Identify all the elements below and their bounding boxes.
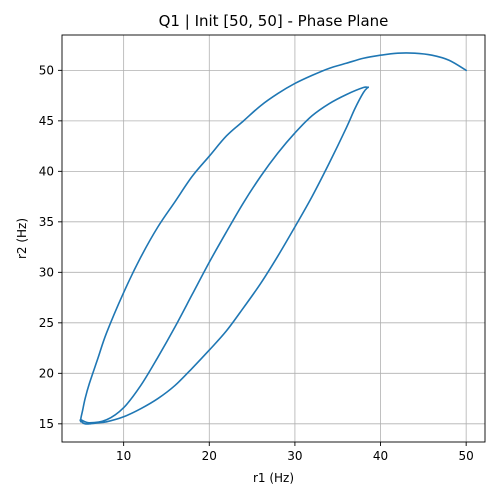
x-tick-label: 10: [116, 449, 131, 463]
chart-title: Q1 | Init [50, 50] - Phase Plane: [159, 12, 389, 30]
x-tick-label: 50: [459, 449, 474, 463]
y-axis-label: r2 (Hz): [15, 218, 29, 259]
y-tick-label: 50: [39, 63, 54, 77]
y-tick-label: 25: [39, 316, 54, 330]
y-tick-label: 35: [39, 215, 54, 229]
x-tick-label: 30: [287, 449, 302, 463]
y-tick-label: 30: [39, 265, 54, 279]
grid-layer: [62, 35, 485, 442]
x-tick-label: 40: [373, 449, 388, 463]
y-tick-label: 40: [39, 164, 54, 178]
ticks-layer: 10 20 30 40 50 15 20 25 30 35 40 45 50: [39, 63, 474, 463]
plot-frame: [61, 34, 486, 443]
trajectory-line: [79, 52, 467, 425]
x-tick-label: 20: [202, 449, 217, 463]
y-tick-label: 20: [39, 366, 54, 380]
series-layer: [79, 52, 467, 425]
y-tick-label: 45: [39, 114, 54, 128]
y-tick-label: 15: [39, 417, 54, 431]
x-axis-label: r1 (Hz): [253, 471, 294, 485]
